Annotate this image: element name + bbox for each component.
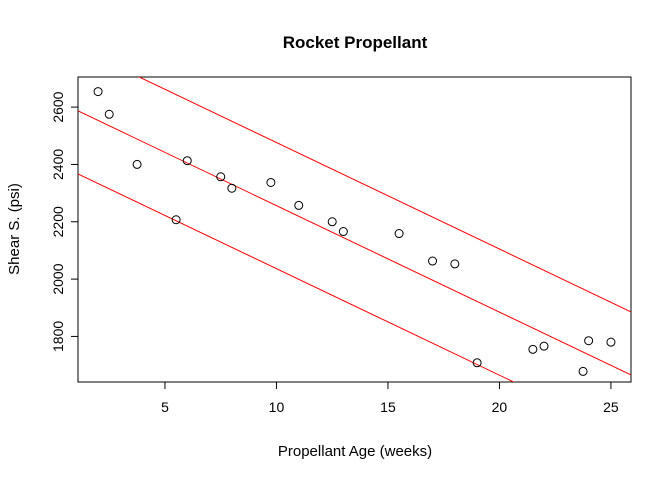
data-point <box>472 358 482 368</box>
data-point <box>182 156 192 166</box>
data-point <box>171 215 181 225</box>
regression-lines <box>78 77 631 382</box>
y-axis-label: Shear S. (psi) <box>6 183 23 275</box>
y-tick-label: 1800 <box>50 321 66 352</box>
data-point <box>132 159 142 169</box>
data-point <box>450 259 460 269</box>
x-axis-label: Propellant Age (weeks) <box>278 443 432 460</box>
data-point <box>578 366 588 376</box>
data-point <box>539 341 549 351</box>
y-tick-label: 2000 <box>50 263 66 294</box>
data-point <box>216 172 226 182</box>
x-tick-label: 10 <box>269 399 285 415</box>
data-point <box>394 229 404 239</box>
data-point <box>428 256 438 266</box>
upper-band-line <box>138 77 631 313</box>
data-point <box>528 344 538 354</box>
y-axis: 1800 2000 2200 2400 2600 <box>50 91 78 352</box>
data-point <box>104 109 114 119</box>
data-point <box>294 200 304 210</box>
x-tick-label: 20 <box>492 399 508 415</box>
lower-band-line <box>78 173 515 382</box>
y-tick-label: 2200 <box>50 206 66 237</box>
data-points <box>93 87 616 376</box>
y-tick-label: 2400 <box>50 149 66 180</box>
data-point <box>606 337 616 347</box>
data-point <box>584 336 594 346</box>
fit-line <box>78 110 631 376</box>
plot-frame <box>77 76 632 383</box>
x-tick-label: 15 <box>380 399 396 415</box>
data-point <box>227 183 237 193</box>
x-axis: 5 10 15 20 25 <box>161 382 619 415</box>
x-tick-label: 5 <box>161 399 169 415</box>
data-point <box>338 227 348 237</box>
chart-title: Rocket Propellant <box>283 33 428 52</box>
data-point <box>93 87 103 97</box>
x-tick-label: 25 <box>603 399 619 415</box>
data-point <box>327 217 337 227</box>
y-tick-label: 2600 <box>50 91 66 122</box>
data-point <box>266 177 276 187</box>
